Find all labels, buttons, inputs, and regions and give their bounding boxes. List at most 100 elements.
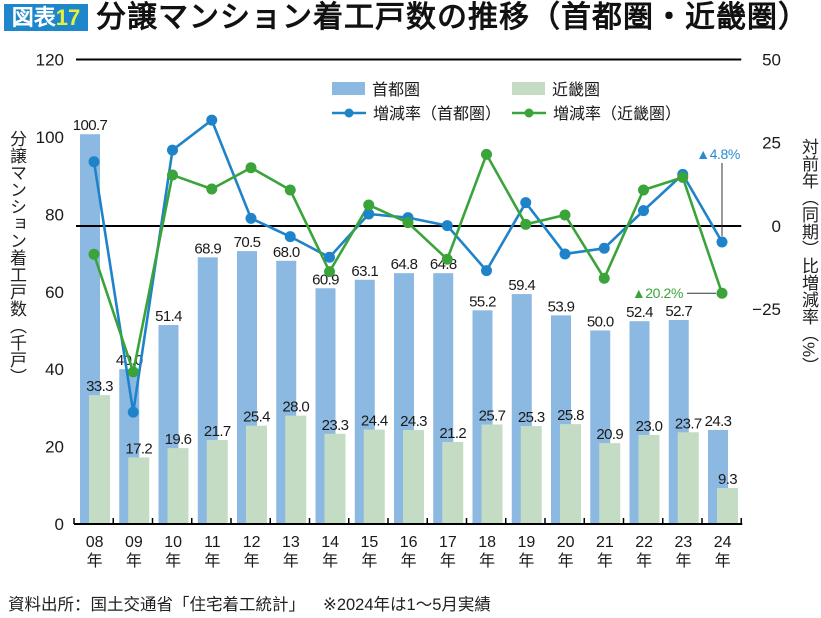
point-kinki-16 (402, 217, 414, 229)
point-kinki-22 (638, 184, 649, 196)
x-tick-suffix: 年 (558, 552, 574, 570)
bar-kinki-24 (717, 488, 738, 524)
bar-kinki-13 (285, 415, 307, 524)
left-axis-tick-label: 80 (45, 205, 64, 224)
point-shutoken-12 (245, 212, 257, 224)
point-kinki-17 (441, 253, 453, 265)
bar-value-label: 23.0 (636, 418, 663, 435)
bar-kinki-09 (128, 457, 150, 524)
point-shutoken-10 (167, 144, 178, 156)
x-tick-label: 24 (714, 534, 732, 551)
bar-value-label: 53.9 (548, 298, 575, 315)
point-kinki-19 (520, 218, 532, 230)
bar-value-label: 33.3 (86, 378, 113, 395)
annotations-layer: ▲4.8% ▲20.2% (632, 146, 741, 301)
bar-value-label: 24.3 (400, 413, 427, 430)
left-axis-tick-label: 0 (55, 515, 64, 534)
legend-swatch-kinki (512, 82, 545, 95)
left-axis-tick-label: 120 (36, 51, 64, 70)
point-shutoken-15 (363, 208, 375, 220)
x-tick-label: 17 (439, 534, 457, 551)
point-shutoken-18 (481, 265, 492, 277)
bar-kinki-10 (167, 448, 189, 524)
bar-value-label: 24.4 (361, 413, 388, 430)
legend-label: 増減率（近畿圏） (553, 105, 681, 123)
figure-badge-prefix: 図表 (11, 5, 56, 30)
x-tick-label: 10 (164, 534, 182, 551)
legend-label: 増減率（首都圏） (373, 105, 501, 123)
bar-value-label: 25.8 (557, 407, 584, 424)
point-shutoken-22 (638, 205, 649, 217)
x-tick-label: 20 (557, 534, 575, 551)
point-shutoken-08 (88, 156, 100, 168)
x-tick-suffix: 年 (518, 552, 534, 570)
annotation-label: ▲20.2% (632, 285, 683, 301)
point-shutoken-17 (441, 220, 453, 232)
x-tick-label: 21 (596, 534, 614, 551)
x-tick-label: 12 (243, 534, 261, 551)
x-tick-label: 18 (478, 534, 496, 551)
bar-kinki-11 (206, 440, 228, 524)
bar-value-label: 52.4 (626, 304, 653, 321)
left-axis-tick-label: 40 (45, 360, 64, 379)
bar-value-label: 19.6 (165, 431, 192, 448)
point-kinki-12 (245, 162, 257, 174)
point-kinki-10 (167, 169, 178, 181)
source-note: 資料出所：国土交通省「住宅着工統計」 (8, 596, 305, 614)
x-tick-suffix: 年 (204, 552, 220, 570)
point-kinki-21 (598, 272, 610, 284)
x-tick-label: 19 (517, 534, 535, 551)
bar-kinki-23 (677, 432, 699, 524)
point-shutoken-09 (127, 406, 139, 418)
x-tick-label: 09 (125, 534, 143, 551)
point-shutoken-19 (520, 197, 532, 209)
x-tick-label: 14 (321, 534, 339, 551)
bar-kinki-20 (560, 424, 581, 524)
x-tick-suffix: 年 (401, 552, 417, 570)
x-tick-label: 16 (400, 534, 418, 551)
axes-layer: 08年09年10年11年12年13年14年15年16年17年18年19年20年2… (36, 51, 781, 571)
x-tick-label: 08 (86, 534, 104, 551)
x-tick-suffix: 年 (440, 552, 456, 570)
figure-badge-number: 17 (55, 5, 81, 30)
point-kinki-08 (88, 248, 100, 260)
x-tick-suffix: 年 (244, 552, 260, 570)
bar-value-label: 24.3 (705, 413, 732, 430)
period-note: ※2024年は1～5月実績 (323, 596, 491, 614)
x-tick-suffix: 年 (165, 552, 181, 570)
x-tick-suffix: 年 (283, 552, 299, 570)
bar-kinki-19 (520, 426, 542, 524)
x-tick-suffix: 年 (126, 552, 142, 570)
legend-label: 近畿圏 (552, 81, 600, 99)
bar-value-label: 70.5 (234, 234, 261, 251)
footer: 資料出所：国土交通省「住宅着工統計」 ※2024年は1～5月実績 (8, 595, 491, 615)
point-shutoken-11 (206, 114, 218, 126)
point-kinki-18 (481, 148, 492, 160)
right-axis-tick-label: 50 (762, 51, 781, 70)
x-tick-label: 15 (360, 534, 378, 551)
point-shutoken-20 (559, 248, 571, 260)
point-kinki-24 (716, 287, 728, 299)
right-axis-tick-label: 25 (762, 134, 781, 153)
bar-value-label: 100.7 (73, 117, 108, 134)
points-layer (88, 114, 728, 418)
bar-value-label: 21.7 (204, 423, 231, 440)
figure-badge: 図表 17 (4, 4, 88, 31)
bar-kinki-08 (89, 395, 110, 524)
bar-kinki-17 (442, 441, 464, 524)
bar-value-label: 9.3 (718, 471, 737, 488)
annotation-label: ▲4.8% (696, 146, 740, 162)
point-shutoken-14 (324, 251, 335, 263)
left-axis-tick-label: 60 (45, 283, 64, 302)
point-shutoken-13 (284, 231, 296, 243)
chart-title: 分譲マンション着工戸数の推移（首都圏・近畿圏） (96, 1, 809, 34)
right-axis-title: 対前年（同期）比増減率（%） (799, 138, 818, 375)
left-axis-title: 分譲マンション着工戸数（千戸） (7, 130, 26, 385)
bar-value-label: 59.4 (508, 277, 535, 294)
bar-kinki-12 (246, 425, 267, 524)
bar-value-label: 20.9 (596, 426, 623, 443)
bar-kinki-18 (481, 424, 503, 524)
